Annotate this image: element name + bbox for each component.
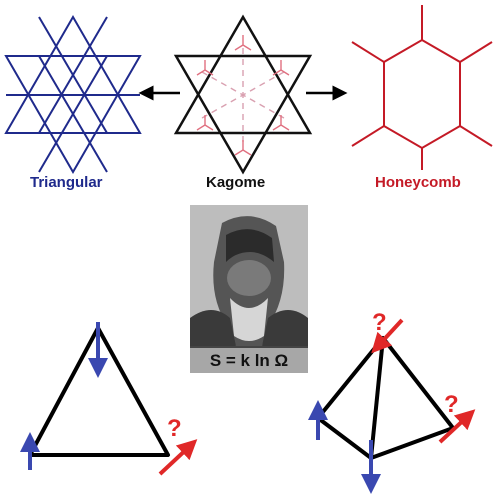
- label-triangular: Triangular: [30, 174, 103, 191]
- triangular-lattice: [4, 15, 142, 174]
- spin-frustrated-arrow: [158, 439, 198, 476]
- question-mark-right: ?: [444, 391, 459, 418]
- label-kagome: Kagome: [206, 174, 266, 191]
- spin-frustrated-arrow-right: [438, 409, 476, 444]
- question-mark-left: ?: [167, 415, 182, 442]
- portrait-image: [190, 205, 308, 346]
- spin-frustrated-arrow-top: [371, 318, 404, 354]
- spin-triangle-left: [20, 322, 198, 476]
- question-mark-top: ?: [372, 309, 387, 336]
- kagome-lattice: [173, 14, 313, 175]
- entropy-equation-box: S = k ln Ω: [190, 346, 308, 373]
- honeycomb-lattice: [351, 5, 493, 170]
- label-honeycomb: Honeycomb: [375, 174, 461, 191]
- entropy-equation: S = k ln Ω: [209, 350, 289, 370]
- spin-tetrahedron-right: [308, 318, 476, 494]
